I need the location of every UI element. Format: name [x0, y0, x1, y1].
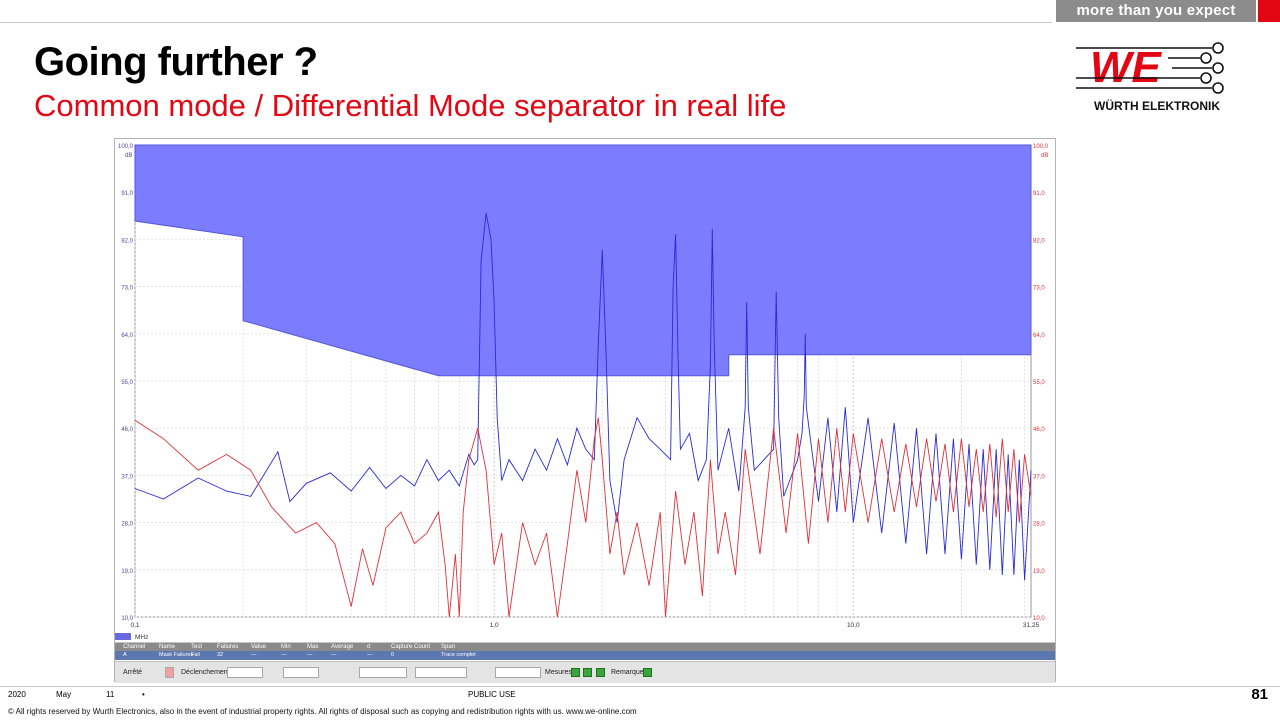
results-column-header[interactable]: Channel: [123, 644, 146, 650]
results-column-header[interactable]: Failures: [217, 644, 239, 650]
timebase-input[interactable]: [415, 667, 467, 678]
y-unit-left: dB: [125, 153, 132, 159]
y-tick-label-left: 100,0: [118, 144, 134, 150]
y-tick-label-right: 91,0: [1033, 191, 1045, 197]
x-tick-label: 1,0: [490, 622, 499, 629]
range-input[interactable]: [359, 667, 407, 678]
results-column-header[interactable]: Min: [281, 644, 291, 650]
y-tick-label-right: 28,0: [1033, 522, 1045, 528]
footer-rule: [0, 686, 1280, 687]
x-unit-badge: [115, 633, 131, 640]
trigger-select[interactable]: [227, 667, 263, 678]
wurth-logo: WE WÜRTH ELEKTRONIK: [1076, 42, 1224, 113]
slogan-bar: more than you expect: [1056, 0, 1256, 22]
footer-dot: •: [142, 690, 145, 699]
y-tick-label-right: 19,0: [1033, 569, 1045, 575]
slide-title: Going further ?: [34, 40, 318, 84]
y-tick-label-right: 64,0: [1033, 333, 1045, 339]
footer-day: 11: [106, 690, 115, 699]
y-unit-right: dB: [1041, 153, 1048, 159]
y-tick-label-right: 46,0: [1033, 427, 1045, 433]
svg-text:WE: WE: [1090, 43, 1163, 92]
results-cell: 32: [217, 652, 224, 658]
stop-icon[interactable]: [165, 667, 174, 678]
results-cell: —: [281, 652, 287, 658]
results-column-header[interactable]: Value: [251, 644, 266, 650]
results-cell: —: [251, 652, 257, 658]
footer-year: 2020: [8, 690, 26, 699]
edit-measure-icon[interactable]: [583, 668, 592, 677]
y-tick-label-right: 10,0: [1033, 616, 1045, 622]
logo-mark: WE: [1076, 42, 1224, 94]
add-measure-icon[interactable]: [571, 668, 580, 677]
results-cell: Trace complet: [441, 652, 476, 658]
series-line-blue: [134, 213, 1032, 581]
stop-button[interactable]: Arrêté: [123, 669, 143, 676]
results-cell: A: [123, 652, 127, 658]
y-tick-label-left: 28,0: [121, 522, 133, 528]
results-column-header[interactable]: Capture Count: [391, 644, 431, 650]
results-column-header[interactable]: Span: [441, 644, 456, 650]
y-tick-label-right: 100,0: [1033, 144, 1049, 150]
position-input[interactable]: [495, 667, 541, 678]
y-tick-label-left: 73,0: [121, 286, 133, 292]
results-column-header[interactable]: σ: [367, 644, 371, 650]
y-tick-label-right: 55,0: [1033, 380, 1045, 386]
add-remark-icon[interactable]: [643, 668, 652, 677]
measures-button[interactable]: Mesures: [545, 669, 572, 676]
results-cell: 0: [391, 652, 395, 658]
y-tick-label-left: 91,0: [121, 191, 133, 197]
header-rule: [0, 22, 1052, 23]
x-tick-label: 31,25: [1023, 622, 1040, 629]
results-column-header[interactable]: Name: [159, 644, 176, 650]
y-tick-label-right: 37,0: [1033, 474, 1045, 480]
page-number: 81: [1251, 686, 1268, 703]
results-column-header[interactable]: Max: [307, 644, 319, 650]
y-tick-label-left: 55,0: [121, 380, 133, 386]
slogan-accent: [1258, 0, 1280, 22]
results-cell: Mask Failures: [159, 652, 194, 658]
results-column-header[interactable]: Test: [191, 644, 203, 650]
x-tick-label: 10,0: [847, 622, 860, 629]
x-unit-label: MHz: [135, 634, 148, 641]
footer-copyright: © All rights reserved by Wurth Electroni…: [8, 707, 637, 716]
slide-subtitle: Common mode / Differential Mode separato…: [34, 88, 787, 123]
y-tick-label-left: 64,0: [121, 333, 133, 339]
trigger-label: Déclenchement: [181, 669, 230, 676]
spectrum-chart: 100,0 100,0 91,0 91,0 82,0 82,0 73,0 73,0 64,0 64…: [115, 144, 1049, 641]
series-line-red: [134, 417, 1032, 618]
results-data-row: A Mask Failures Fail 32 — — — — — 0 Trace complet: [115, 651, 1055, 660]
footer-classification: PUBLIC USE: [468, 690, 516, 699]
y-tick-label-left: 19,0: [121, 569, 133, 575]
results-cell: —: [367, 652, 373, 658]
results-cell: Fail: [191, 652, 200, 658]
y-tick-label-left: 46,0: [121, 427, 133, 433]
results-cell: —: [331, 652, 337, 658]
y-tick-label-right: 82,0: [1033, 238, 1045, 244]
results-header-row: Channel Name Test Failures Value Min Max Averag…: [115, 642, 1055, 652]
remove-measure-icon[interactable]: [596, 668, 605, 677]
y-tick-label-left: 82,0: [121, 238, 133, 244]
results-column-header[interactable]: Average: [331, 644, 354, 650]
x-tick-label: 0,1: [130, 622, 139, 629]
y-tick-label-right: 73,0: [1033, 286, 1045, 292]
limit-mask: [134, 144, 1032, 377]
footer-month: May: [56, 690, 72, 699]
analyzer-screenshot: 100,0 100,0 91,0 91,0 82,0 82,0 73,0 73,0 64,0 64…: [114, 138, 1056, 683]
results-cell: —: [307, 652, 313, 658]
y-tick-label-left: 10,0: [121, 616, 133, 622]
remarks-button[interactable]: Remarques: [611, 669, 648, 676]
trigger-mode-select[interactable]: [283, 667, 319, 678]
control-bar: Arrêté Déclenchement Mesures Remarques: [115, 661, 1055, 683]
logo-brand-text: WÜRTH ELEKTRONIK: [1094, 98, 1220, 113]
y-tick-label-left: 37,0: [121, 474, 133, 480]
